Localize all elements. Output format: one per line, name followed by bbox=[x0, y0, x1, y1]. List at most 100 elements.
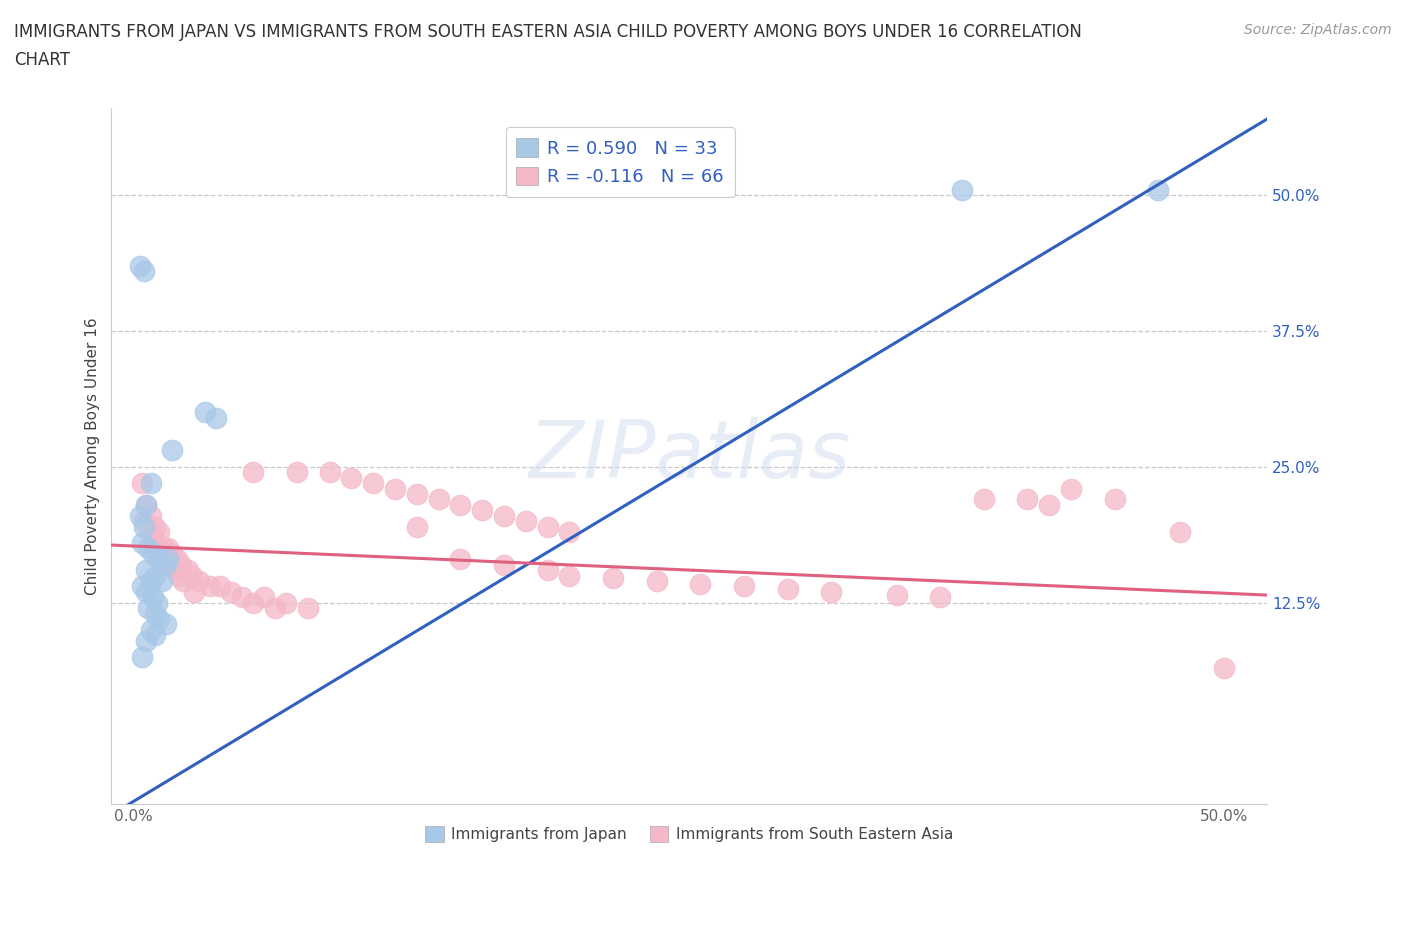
Point bbox=[820, 584, 842, 599]
Point bbox=[128, 259, 150, 273]
Point bbox=[221, 584, 243, 599]
Point bbox=[689, 577, 711, 591]
Point bbox=[536, 563, 558, 578]
Point bbox=[253, 590, 276, 604]
Point bbox=[929, 590, 952, 604]
Point bbox=[148, 551, 170, 566]
Point bbox=[558, 568, 581, 583]
Point bbox=[148, 525, 170, 539]
Point bbox=[405, 486, 427, 501]
Point bbox=[143, 519, 166, 534]
Point bbox=[1168, 525, 1191, 539]
Point bbox=[264, 601, 287, 616]
Point bbox=[143, 628, 166, 643]
Point bbox=[536, 519, 558, 534]
Text: ZIPatlas: ZIPatlas bbox=[529, 417, 851, 495]
Point bbox=[143, 606, 166, 621]
Point bbox=[170, 557, 193, 572]
Point bbox=[139, 574, 162, 589]
Point bbox=[1038, 498, 1060, 512]
Point bbox=[733, 579, 755, 594]
Point bbox=[187, 574, 209, 589]
Point bbox=[131, 536, 153, 551]
Point bbox=[157, 551, 180, 566]
Point bbox=[361, 475, 384, 490]
Point bbox=[1212, 660, 1234, 675]
Point bbox=[492, 509, 515, 524]
Point bbox=[139, 475, 162, 490]
Point bbox=[209, 579, 232, 594]
Point bbox=[405, 519, 427, 534]
Point bbox=[166, 551, 188, 566]
Point bbox=[1147, 182, 1170, 197]
Point bbox=[274, 595, 297, 610]
Point bbox=[181, 568, 204, 583]
Point bbox=[135, 633, 157, 648]
Point bbox=[139, 622, 162, 637]
Point bbox=[449, 498, 471, 512]
Point bbox=[135, 498, 157, 512]
Point bbox=[131, 650, 153, 665]
Point bbox=[177, 563, 200, 578]
Point bbox=[492, 557, 515, 572]
Point bbox=[515, 513, 537, 528]
Point bbox=[183, 584, 205, 599]
Point bbox=[427, 492, 450, 507]
Point bbox=[134, 513, 156, 528]
Point bbox=[297, 601, 319, 616]
Point bbox=[138, 541, 160, 556]
Point bbox=[155, 557, 177, 572]
Point bbox=[131, 579, 153, 594]
Point bbox=[198, 579, 221, 594]
Point bbox=[886, 588, 908, 603]
Point bbox=[148, 612, 170, 627]
Point bbox=[242, 465, 264, 480]
Point bbox=[155, 617, 177, 631]
Point bbox=[205, 410, 228, 425]
Point bbox=[134, 519, 156, 534]
Point bbox=[1017, 492, 1039, 507]
Point bbox=[558, 525, 581, 539]
Point bbox=[285, 465, 308, 480]
Point bbox=[139, 509, 162, 524]
Text: Source: ZipAtlas.com: Source: ZipAtlas.com bbox=[1244, 23, 1392, 37]
Point bbox=[242, 595, 264, 610]
Point bbox=[138, 601, 160, 616]
Point bbox=[157, 541, 180, 556]
Point bbox=[155, 551, 177, 566]
Point bbox=[340, 471, 363, 485]
Point bbox=[776, 581, 799, 596]
Point bbox=[384, 481, 406, 496]
Point bbox=[167, 568, 190, 583]
Text: CHART: CHART bbox=[14, 51, 70, 69]
Point bbox=[162, 546, 184, 561]
Point bbox=[318, 465, 340, 480]
Text: IMMIGRANTS FROM JAPAN VS IMMIGRANTS FROM SOUTH EASTERN ASIA CHILD POVERTY AMONG : IMMIGRANTS FROM JAPAN VS IMMIGRANTS FROM… bbox=[14, 23, 1083, 41]
Point bbox=[152, 541, 174, 556]
Point bbox=[142, 590, 165, 604]
Point bbox=[146, 595, 169, 610]
Point bbox=[973, 492, 995, 507]
Point bbox=[163, 563, 186, 578]
Point bbox=[135, 498, 157, 512]
Point bbox=[950, 182, 973, 197]
Point bbox=[135, 584, 157, 599]
Point bbox=[146, 536, 169, 551]
Point bbox=[131, 475, 153, 490]
Point bbox=[645, 574, 668, 589]
Point bbox=[142, 530, 165, 545]
Point bbox=[231, 590, 253, 604]
Point bbox=[449, 551, 471, 566]
Point bbox=[1060, 481, 1083, 496]
Point bbox=[194, 405, 217, 419]
Point bbox=[471, 503, 494, 518]
Point bbox=[602, 570, 624, 585]
Point bbox=[159, 557, 181, 572]
Point bbox=[143, 568, 166, 583]
Point bbox=[1104, 492, 1126, 507]
Point bbox=[134, 263, 156, 278]
Point bbox=[162, 443, 184, 458]
Point bbox=[150, 574, 173, 589]
Point bbox=[142, 546, 165, 561]
Point bbox=[172, 574, 194, 589]
